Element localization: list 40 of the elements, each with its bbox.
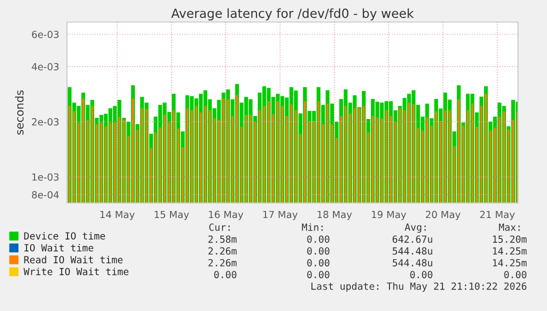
x-tick-label: 19 May bbox=[372, 210, 406, 220]
text: Max: bbox=[498, 224, 520, 231]
y-tick-label: 2e-03 bbox=[32, 118, 59, 126]
x-tick-label: 16 May bbox=[209, 210, 244, 220]
text: Avg: bbox=[404, 224, 426, 233]
text: 0.00 bbox=[307, 247, 330, 255]
x-tick-label: 15 May bbox=[154, 210, 189, 220]
text: 0.00 bbox=[307, 270, 330, 278]
text: 0.00 bbox=[504, 270, 526, 278]
text: 544.48u bbox=[392, 247, 432, 255]
legend-label: IO Wait time bbox=[24, 244, 94, 252]
legend-label: Device IO time bbox=[24, 232, 105, 240]
text: 544.48u bbox=[392, 259, 432, 266]
text: 15.20m bbox=[493, 235, 527, 243]
text: Cur: bbox=[209, 223, 230, 231]
text: 0.00 bbox=[307, 259, 330, 266]
text: Last update: Thu May 21 21:10:22 2026 bbox=[311, 282, 526, 292]
chart-title: Average latency for /dev/fd0 - by week bbox=[171, 8, 414, 20]
x-tick-label: 20 May bbox=[426, 210, 460, 220]
x-tick-label: 17 May bbox=[263, 210, 298, 220]
text: Min: bbox=[302, 223, 323, 231]
legend-label: Read IO Wait time bbox=[24, 256, 123, 264]
y-tick-label: 6e-03 bbox=[32, 30, 59, 38]
y-axis-title: seconds bbox=[15, 90, 24, 135]
text: 2.58m bbox=[208, 235, 237, 243]
text: 14.25m bbox=[493, 247, 527, 255]
text: 0.00 bbox=[307, 235, 330, 243]
legend-label: Write IO Wait time bbox=[24, 268, 128, 276]
text: 14.25m bbox=[493, 259, 527, 266]
text: 2.26m bbox=[208, 259, 237, 266]
text: 642.67u bbox=[392, 235, 432, 243]
text: 2.26m bbox=[208, 247, 237, 255]
y-tick-label: 4e-03 bbox=[32, 63, 59, 70]
text: 0.00 bbox=[410, 270, 432, 278]
x-tick-label: 21 May bbox=[480, 210, 515, 220]
y-tick-label: 1e-03 bbox=[32, 173, 59, 181]
text: 0.00 bbox=[214, 270, 236, 278]
y-tick-label: 8e-04 bbox=[32, 191, 59, 198]
x-tick-label: 18 May bbox=[318, 210, 352, 220]
x-tick-label: 14 May bbox=[100, 210, 135, 220]
